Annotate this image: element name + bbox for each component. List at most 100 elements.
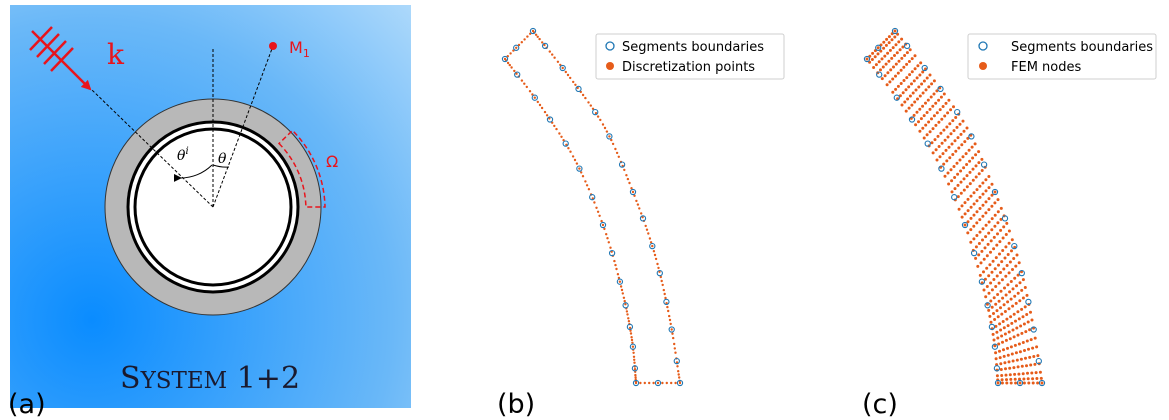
fem-node: [973, 214, 976, 217]
fem-node: [1002, 320, 1005, 323]
fem-node: [897, 40, 900, 43]
fem-node: [999, 329, 1002, 332]
fem-node: [1009, 373, 1012, 376]
fem-node: [926, 133, 929, 136]
fem-node: [939, 108, 942, 111]
fem-node: [1014, 378, 1017, 381]
fem-node: [875, 63, 878, 66]
fem-node: [1006, 264, 1009, 267]
fem-node: [975, 164, 978, 167]
fem-node: [956, 126, 959, 129]
fem-node: [962, 166, 965, 169]
fem-node: [1001, 278, 1004, 281]
fem-node: [979, 207, 982, 210]
discretization-point: [576, 162, 578, 164]
discretization-point: [671, 328, 673, 330]
discretization-point: [587, 101, 589, 103]
fem-node: [942, 105, 945, 108]
discretization-point: [625, 174, 627, 176]
fem-node: [916, 111, 919, 114]
discretization-point: [605, 233, 607, 235]
fem-node: [1013, 313, 1016, 316]
fem-node: [1027, 321, 1030, 324]
fem-node: [900, 57, 903, 60]
fem-node: [1013, 295, 1016, 298]
fem-node: [1000, 374, 1003, 377]
fem-node: [1010, 249, 1013, 252]
discretization-point: [593, 201, 595, 203]
fem-node: [939, 155, 942, 158]
fem-node: [1008, 367, 1011, 370]
fem-node: [1003, 326, 1006, 329]
panel-b-discretization-points: [504, 30, 681, 384]
fem-node: [1024, 286, 1027, 289]
fem-node: [908, 107, 911, 110]
fem-node: [1010, 322, 1013, 325]
discretization-point: [644, 382, 646, 384]
fem-node: [972, 237, 975, 240]
discretization-point: [529, 90, 531, 92]
fem-node: [996, 221, 999, 224]
fem-node: [1015, 302, 1018, 305]
fem-node: [1014, 344, 1017, 347]
discretization-point: [541, 107, 543, 109]
fem-node: [913, 101, 916, 104]
fem-node: [984, 235, 987, 238]
discretization-point: [631, 339, 633, 341]
discretization-point: [661, 382, 663, 384]
fem-node: [973, 191, 976, 194]
fem-node: [1005, 222, 1008, 225]
fem-node: [946, 111, 949, 114]
fem-node: [1019, 350, 1022, 353]
fem-node: [894, 75, 897, 78]
fem-node: [1024, 330, 1027, 333]
fem-node: [941, 142, 944, 145]
discretization-point: [626, 310, 628, 312]
fem-node: [999, 306, 1002, 309]
fem-node: [983, 289, 986, 292]
fem-node: [998, 240, 1001, 243]
fem-node: [976, 188, 979, 191]
fem-node: [1026, 372, 1029, 375]
fem-node: [891, 38, 894, 41]
legend-discretization-label: Discretization points: [622, 60, 755, 75]
fem-node: [921, 105, 924, 108]
discretization-point: [599, 119, 601, 121]
fem-node: [905, 88, 908, 91]
discretization-point: [634, 374, 636, 376]
fem-node: [903, 54, 906, 57]
fem-node: [1031, 319, 1034, 322]
discretization-point: [666, 306, 668, 308]
fem-node: [962, 120, 965, 123]
fem-node: [938, 145, 941, 148]
fem-node: [885, 44, 888, 47]
fem-node: [972, 168, 975, 171]
fem-node: [1019, 325, 1022, 328]
fem-node: [999, 271, 1002, 274]
discretization-point: [673, 343, 675, 345]
fem-node: [1023, 349, 1026, 352]
fem-node: [948, 122, 951, 125]
legend-point-marker: [606, 62, 614, 70]
fem-node: [937, 135, 940, 138]
discretization-point: [582, 94, 584, 96]
discretization-point: [672, 337, 674, 339]
discretization-point: [674, 382, 676, 384]
fem-node: [986, 254, 989, 257]
fem-node: [1032, 355, 1035, 358]
fem-node: [886, 52, 889, 55]
fem-node: [951, 143, 954, 146]
fem-node: [883, 55, 886, 58]
fem-node: [980, 261, 983, 264]
fem-node: [914, 54, 917, 57]
fem-node: [1020, 308, 1023, 311]
fem-node: [1004, 333, 1007, 336]
fem-node: [1019, 382, 1022, 385]
fem-node: [996, 275, 999, 278]
fem-node: [1024, 357, 1027, 360]
fem-node: [999, 362, 1002, 365]
fem-node: [892, 46, 895, 49]
fem-node: [937, 121, 940, 124]
fem-node: [995, 256, 998, 259]
fem-node: [1023, 323, 1026, 326]
